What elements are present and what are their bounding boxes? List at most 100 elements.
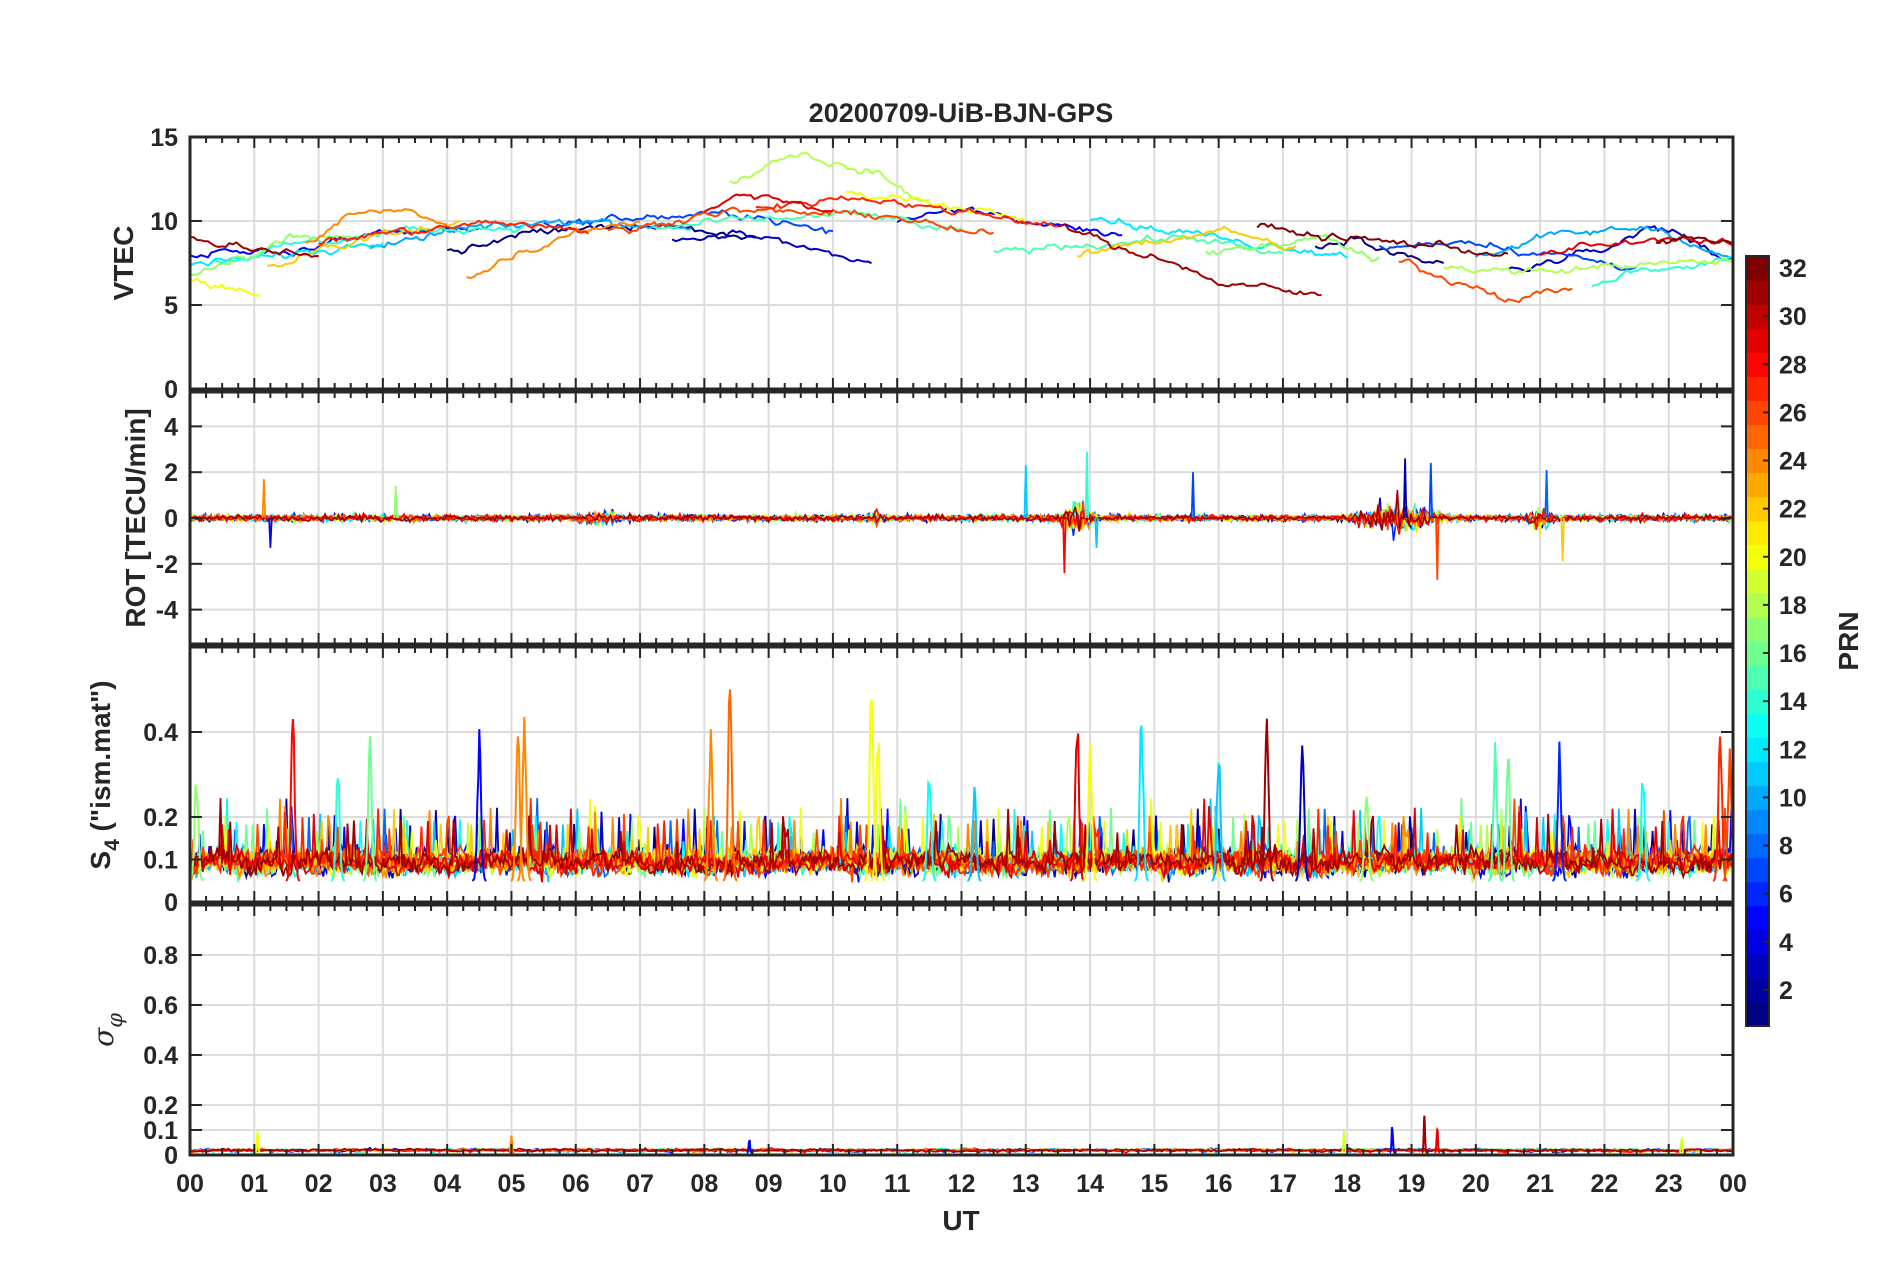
x-tick-label: 14 (1076, 1170, 1104, 1198)
rot-spike (1560, 517, 1565, 562)
y-tick-label: 10 (150, 208, 178, 236)
y-tick-label: 0.1 (143, 1117, 178, 1145)
colorbar-segment (1746, 905, 1769, 931)
colorbar-segments (1746, 256, 1769, 1027)
colorbar-tick-label: 24 (1779, 448, 1807, 476)
s4-peak (1487, 742, 1503, 882)
colorbar-segment (1746, 929, 1769, 955)
x-tick-label: 00 (176, 1170, 204, 1198)
colorbar-segment (1746, 472, 1769, 498)
colorbar-segment (1746, 256, 1769, 281)
panel-sigphi-yticklabels: 00.10.2 0.4 0.6 0.8 (143, 942, 178, 1170)
vtec-series-prn-24 (466, 220, 641, 280)
s4-series-prn-29 (190, 798, 1733, 883)
s4-peak (1635, 782, 1651, 882)
vtec-series-prn-17 (1205, 233, 1380, 263)
colorbar-tick-label: 4 (1779, 929, 1793, 957)
sigphi-peak (254, 1131, 261, 1154)
colorbar-segment (1746, 352, 1769, 377)
panel-s4-ylabel-sub: 4 (101, 839, 124, 851)
y-tick-label: 0.4 (143, 719, 178, 747)
s4-peak (471, 729, 487, 882)
rot-spike (1190, 472, 1196, 519)
s4-peak (1133, 725, 1150, 882)
s4-series-prn-26 (190, 798, 1733, 883)
s4-peak (510, 736, 526, 882)
vtec-series-prn-18 (1443, 257, 1733, 275)
colorbar-segment (1746, 280, 1769, 305)
s4-peak (1259, 718, 1275, 882)
rot-series-prn-31 (190, 489, 1732, 532)
colorbar-segment (1746, 448, 1769, 474)
x-tick-label: 10 (819, 1170, 847, 1198)
vtec-series-prn-12 (1089, 216, 1348, 259)
s4-peak (1211, 761, 1226, 882)
vtec-series-prn-7 (543, 209, 834, 235)
colorbar-segment (1746, 809, 1769, 835)
x-tick-label: 17 (1269, 1170, 1297, 1198)
vtec-series-prn-26 (607, 206, 994, 235)
colorbar-tick-label: 10 (1779, 784, 1807, 812)
x-tick-label: 00 (1719, 1170, 1747, 1198)
vtec-series-prn-31 (1057, 222, 1322, 297)
chart-title: 20200709-UiB-BJN-GPS (809, 98, 1114, 128)
s4-peak (967, 786, 982, 882)
rot-spike (261, 479, 267, 519)
vtec-series-prn-20 (845, 190, 1027, 222)
x-tick-label: 05 (498, 1170, 526, 1198)
s4-peak (1294, 745, 1310, 882)
y-tick-label: -4 (156, 597, 178, 625)
x-tick-label: 03 (369, 1170, 397, 1198)
colorbar-segment (1746, 761, 1769, 786)
s4-peak (922, 779, 937, 882)
x-tick-label: 09 (755, 1170, 783, 1198)
vtec-series-prn-1 (446, 223, 757, 255)
colorbar-segment (1746, 785, 1769, 811)
panel-vtec: 0 5 10 15 VTEC (108, 124, 1735, 404)
rot-spike (1402, 458, 1408, 519)
s4-peak (1359, 796, 1374, 882)
colorbar-segment (1746, 544, 1769, 570)
sigphi-peak (1678, 1135, 1685, 1154)
colorbar-segment (1746, 520, 1769, 546)
colorbar-segment (1746, 689, 1769, 714)
x-tick-label: 12 (948, 1170, 976, 1198)
y-tick-label: 0 (164, 889, 178, 917)
sigphi-peak (508, 1135, 515, 1154)
vtec-series-prn-27 (755, 195, 1058, 228)
colorbar-tick-label: 32 (1779, 255, 1807, 283)
panel-sigphi-frame (188, 903, 1735, 1157)
colorbar-segment (1746, 737, 1769, 762)
colorbar-segment (1746, 376, 1769, 401)
x-tick-label: 16 (1205, 1170, 1233, 1198)
rot-spike (1023, 465, 1028, 519)
vtec-series-prn-22 (1077, 225, 1297, 258)
y-tick-label: 2 (164, 459, 178, 487)
x-axis-label: UT (942, 1205, 979, 1236)
panel-sigphi-ylabel-sub: φ (103, 1013, 127, 1028)
colorbar-segment (1746, 400, 1769, 426)
colorbar-frame (1745, 255, 1770, 1027)
panel-s4-ylabel: S4 ("ism.mat") (85, 680, 124, 869)
colorbar-segment (1746, 953, 1769, 979)
colorbar-tick-label: 12 (1779, 736, 1807, 764)
x-tick-label: 07 (626, 1170, 654, 1198)
colorbar-tick-label: 20 (1779, 544, 1807, 572)
panel-sigphi-ylabel: σφ (87, 1013, 127, 1047)
s4-peak (516, 716, 532, 882)
colorbar-segment (1746, 713, 1769, 738)
s4-peak (1500, 758, 1516, 882)
panel-s4-frame (188, 645, 1735, 904)
sigphi-peak (1421, 1115, 1428, 1154)
colorbar-segment (1746, 665, 1769, 690)
colorbar-segment (1746, 881, 1769, 907)
y-tick-label: 0.2 (143, 804, 178, 832)
panel-s4-series (190, 689, 1733, 883)
x-tick-label: 04 (433, 1170, 461, 1198)
x-tick-label: 13 (1012, 1170, 1040, 1198)
vtec-series-prn-10 (369, 217, 692, 250)
vtec-series-prn-29 (703, 193, 833, 213)
rot-spike (1428, 462, 1433, 519)
